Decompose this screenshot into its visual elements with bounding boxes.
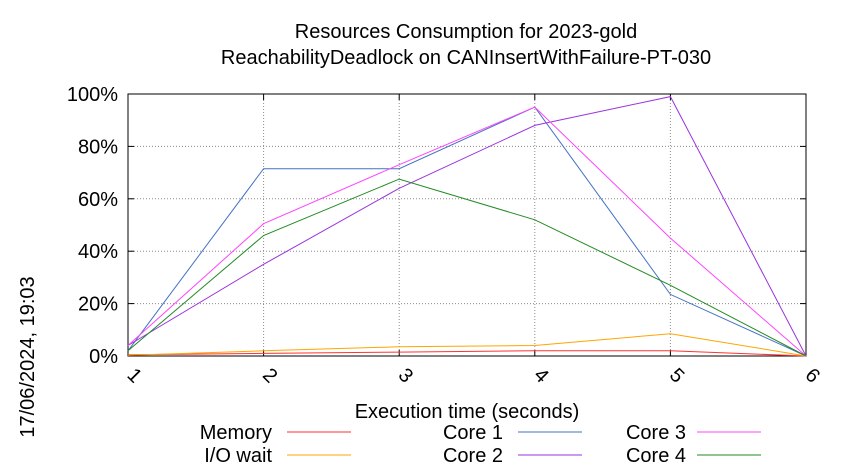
legend-label-i-o-wait: I/O wait [204, 445, 272, 467]
y-tick-label: 100% [67, 84, 118, 106]
x-axis-tick-labels: 1 2 3 4 5 6 [123, 364, 824, 387]
series-line-core-1 [127, 106, 807, 357]
x-tick-label: 1 [123, 364, 146, 387]
y-axis-tick-labels: 0% 20% 40% 60% 80% 100% [67, 84, 118, 368]
y-tick-label: 0% [89, 346, 118, 368]
x-axis-label: Execution time (seconds) [355, 401, 580, 423]
x-tick-label: 4 [529, 364, 552, 387]
plot-frame [127, 93, 807, 357]
legend-label-core-4: Core 4 [626, 445, 686, 467]
series-line-memory [127, 350, 807, 357]
y-tick-label: 40% [78, 241, 118, 263]
series-line-core-4 [127, 178, 807, 357]
x-tick-label: 2 [258, 364, 281, 387]
chart-title-line-2: ReachabilityDeadlock on CANInsertWithFai… [221, 47, 711, 69]
x-tick-label: 3 [394, 364, 417, 387]
y-tick-label: 60% [78, 189, 118, 211]
legend-label-core-2: Core 2 [443, 445, 503, 467]
series-line-core-2 [127, 96, 807, 357]
legend-label-core-1: Core 1 [443, 422, 503, 444]
legend-label-memory: Memory [200, 422, 272, 444]
series-line-core-3 [127, 106, 807, 357]
x-tick-label: 5 [665, 364, 688, 387]
grid-lines [127, 93, 807, 357]
chart-title-line-1: Resources Consumption for 2023-gold [295, 21, 637, 43]
series-lines [127, 96, 807, 357]
y-tick-label: 20% [78, 294, 118, 316]
y-tick-label: 80% [78, 136, 118, 158]
legend-label-core-3: Core 3 [626, 422, 686, 444]
timestamp-label: 17/06/2024, 19:03 [17, 276, 39, 437]
series-line-i-o-wait [127, 333, 807, 357]
x-tick-label: 6 [801, 364, 824, 387]
